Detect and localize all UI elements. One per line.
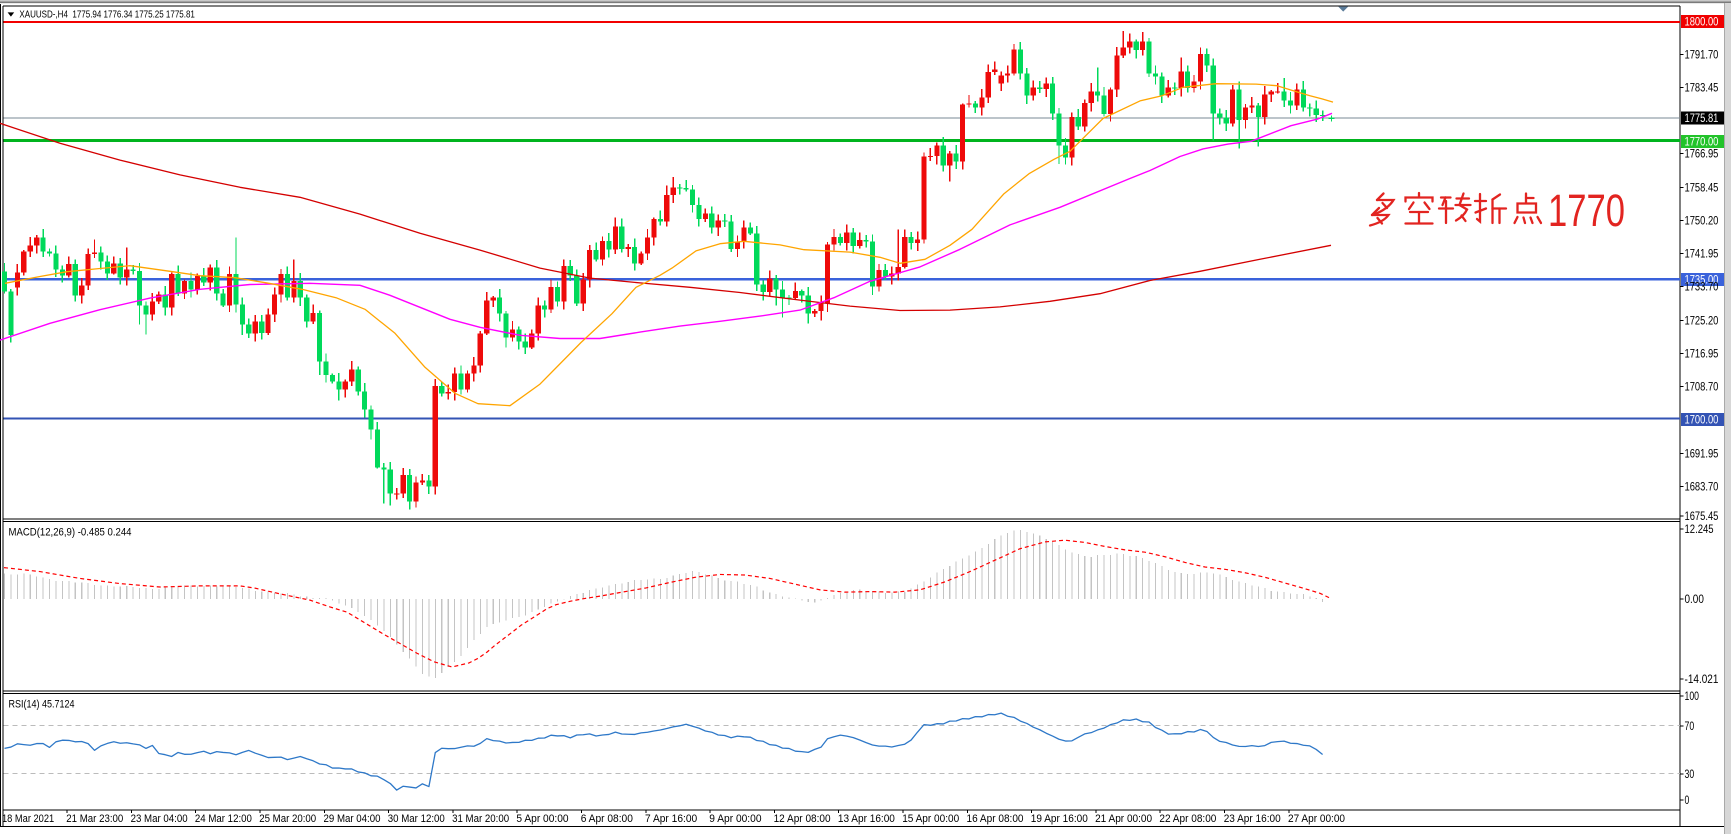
svg-text:1741.95: 1741.95 <box>1685 249 1719 261</box>
svg-text:16 Apr 08:00: 16 Apr 08:00 <box>967 813 1024 825</box>
svg-text:1791.70: 1791.70 <box>1685 50 1719 62</box>
svg-text:1725.20: 1725.20 <box>1685 316 1719 328</box>
svg-text:1766.95: 1766.95 <box>1685 149 1719 161</box>
svg-text:1750.20: 1750.20 <box>1685 216 1719 228</box>
svg-text:5 Apr 00:00: 5 Apr 00:00 <box>516 813 568 825</box>
svg-text:-14.021: -14.021 <box>1685 674 1719 686</box>
svg-text:13 Apr 16:00: 13 Apr 16:00 <box>838 813 895 825</box>
svg-text:XAUUSD-,H4 1775.94 1776.34 17: XAUUSD-,H4 1775.94 1776.34 1775.25 1775.… <box>19 10 195 21</box>
svg-text:24 Mar 12:00: 24 Mar 12:00 <box>195 813 252 825</box>
svg-text:MACD(12,26,9) -0.485 0.244: MACD(12,26,9) -0.485 0.244 <box>9 527 132 539</box>
svg-text:30: 30 <box>1685 769 1695 781</box>
svg-text:21 Mar 23:00: 21 Mar 23:00 <box>66 813 123 825</box>
svg-text:1775.81: 1775.81 <box>1685 113 1719 125</box>
svg-text:7 Apr 16:00: 7 Apr 16:00 <box>645 813 697 825</box>
svg-text:6 Apr 08:00: 6 Apr 08:00 <box>581 813 633 825</box>
svg-text:70: 70 <box>1685 721 1695 733</box>
svg-text:0: 0 <box>1685 795 1690 807</box>
svg-text:29 Mar 04:00: 29 Mar 04:00 <box>324 813 381 825</box>
svg-text:1683.70: 1683.70 <box>1685 482 1719 494</box>
svg-text:1800.00: 1800.00 <box>1685 16 1719 28</box>
svg-text:9 Apr 00:00: 9 Apr 00:00 <box>709 813 761 825</box>
svg-text:23 Mar 04:00: 23 Mar 04:00 <box>131 813 188 825</box>
svg-text:100: 100 <box>1685 691 1700 703</box>
svg-text:12 Apr 08:00: 12 Apr 08:00 <box>774 813 831 825</box>
svg-text:1783.45: 1783.45 <box>1685 83 1719 95</box>
svg-text:0.00: 0.00 <box>1685 594 1704 606</box>
svg-text:23 Apr 16:00: 23 Apr 16:00 <box>1224 813 1281 825</box>
svg-text:21 Apr 00:00: 21 Apr 00:00 <box>1095 813 1152 825</box>
svg-text:1691.95: 1691.95 <box>1685 449 1719 461</box>
svg-text:27 Apr 00:00: 27 Apr 00:00 <box>1288 813 1345 825</box>
svg-text:15 Apr 00:00: 15 Apr 00:00 <box>902 813 959 825</box>
svg-text:1675.45: 1675.45 <box>1685 511 1719 523</box>
svg-text:1716.95: 1716.95 <box>1685 349 1719 361</box>
svg-text:25 Mar 20:00: 25 Mar 20:00 <box>259 813 316 825</box>
svg-text:18 Mar 2021: 18 Mar 2021 <box>2 813 54 825</box>
svg-text:1708.70: 1708.70 <box>1685 382 1719 394</box>
svg-text:1770: 1770 <box>1548 184 1625 236</box>
svg-text:1735.00: 1735.00 <box>1685 274 1719 286</box>
svg-text:1733.70: 1733.70 <box>1685 282 1719 294</box>
svg-text:RSI(14) 45.7124: RSI(14) 45.7124 <box>9 699 75 711</box>
svg-text:12.245: 12.245 <box>1685 524 1714 536</box>
svg-text:1770.00: 1770.00 <box>1685 136 1719 148</box>
svg-text:30 Mar 12:00: 30 Mar 12:00 <box>388 813 445 825</box>
svg-text:22 Apr 08:00: 22 Apr 08:00 <box>1159 813 1216 825</box>
svg-text:19 Apr 16:00: 19 Apr 16:00 <box>1031 813 1088 825</box>
svg-text:1700.00: 1700.00 <box>1685 414 1719 426</box>
svg-text:1758.45: 1758.45 <box>1685 183 1719 195</box>
svg-text:31 Mar 20:00: 31 Mar 20:00 <box>452 813 509 825</box>
